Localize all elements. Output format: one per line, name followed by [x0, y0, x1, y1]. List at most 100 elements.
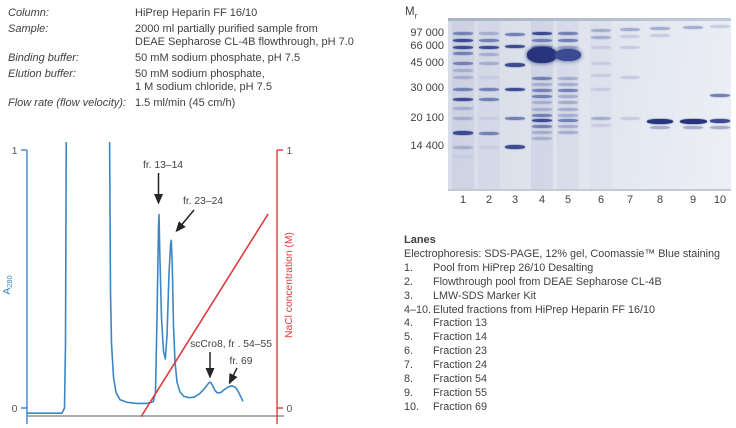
legend-item-number: 5. — [404, 331, 414, 344]
gel-band — [453, 68, 473, 72]
gel-band — [620, 116, 640, 120]
lane-number: 6 — [597, 194, 605, 206]
marker-weight-label: 30 000 — [410, 82, 444, 94]
gel-band — [650, 33, 670, 37]
gel-band — [532, 76, 552, 80]
condition-value: 2000 ml partially purified sample from DE… — [135, 23, 380, 49]
gel-band — [558, 100, 578, 104]
gel-band — [620, 75, 640, 79]
gel-band — [710, 24, 730, 28]
gel-band — [532, 107, 552, 111]
gel-band — [479, 45, 499, 49]
gel-band — [532, 38, 552, 42]
gel-band — [479, 52, 499, 56]
legend-item-text: Fraction 69 — [433, 400, 488, 413]
lane-number: 8 — [656, 194, 664, 206]
gel-band — [558, 113, 578, 117]
left-tick-label: 1 — [12, 145, 18, 157]
legend-item-text: Fraction 13 — [433, 317, 488, 330]
legend-item: 9. Fraction 55 — [404, 387, 736, 401]
condition-row: Column: HiPrep Heparin FF 16/10 — [8, 7, 380, 20]
chromatogram: 1 0 1 0 A280 NaCl concentration (M) fr. 13–14 f… — [2, 142, 295, 424]
gel-band — [620, 27, 640, 31]
condition-row: Elution buffer: 50 mM sodium phosphate, 1 … — [8, 68, 380, 94]
gel-band — [710, 125, 730, 129]
peak-annotation-label: fr. 69 — [230, 356, 253, 367]
gel-band — [532, 88, 552, 92]
gel-band — [453, 87, 473, 91]
legend-item: 4–10. Eluted fractions from HiPrep Hepari… — [404, 304, 736, 318]
gel-lane-smear — [557, 21, 579, 189]
gel-band — [647, 118, 673, 124]
left-axis-title: A280 — [2, 275, 14, 294]
legend-item-number: 8. — [404, 373, 414, 386]
legend-item: 1. Pool from HiPrep 26/10 Desalting — [404, 262, 736, 276]
gel-band — [555, 49, 581, 61]
legend-item-text: LMW-SDS Marker Kit — [433, 289, 536, 302]
condition-label: Column: — [8, 7, 49, 19]
gel-band — [591, 28, 611, 32]
gel-band — [453, 97, 473, 101]
gel-band — [683, 25, 703, 29]
right-axis-title: NaCl concentration (M) — [284, 232, 295, 338]
gel-band — [479, 31, 499, 35]
condition-row: Binding buffer: 50 mM sodium phosphate, p… — [8, 52, 380, 65]
gel-band — [532, 113, 552, 117]
legend-item: 6. Fraction 23 — [404, 345, 736, 359]
legend-item-number: 4–10. — [404, 303, 432, 316]
legend-subtitle: Electrophoresis: SDS-PAGE, 12% gel, Coom… — [404, 247, 721, 260]
legend-item: 5. Fraction 14 — [404, 331, 736, 345]
condition-value: 50 mM sodium phosphate, 1 M sodium chlori… — [135, 68, 380, 94]
gel-band — [558, 38, 578, 42]
gel-lane-smear — [531, 21, 553, 189]
gel-band — [532, 100, 552, 104]
gel-band — [679, 118, 707, 124]
molecular-weight-label: Mr — [405, 6, 418, 21]
peak-annotation-arrow — [175, 209, 195, 233]
lane-number: 5 — [564, 194, 572, 206]
gel-band — [532, 124, 552, 128]
legend-item-number: 10. — [404, 400, 420, 413]
gel-lane-numbers: 1 2 3 4 5 6 7 8 9 10 — [448, 194, 731, 208]
gel-band — [558, 124, 578, 128]
gel-band — [591, 61, 611, 65]
gel-band — [453, 75, 473, 79]
gel-band — [479, 131, 499, 135]
gel-band — [558, 94, 578, 98]
legend-item: 2. Flowthrough pool from DEAE Sepharose C… — [404, 276, 736, 290]
legend-item-number: 9. — [404, 386, 414, 399]
gel-band — [479, 97, 499, 101]
gel-band — [591, 87, 611, 91]
gel-band — [453, 145, 473, 149]
gel-band — [505, 145, 525, 149]
gel-band — [532, 136, 552, 140]
gel-band — [453, 61, 473, 65]
gel-band — [479, 145, 499, 149]
gel-band — [532, 82, 552, 86]
lane-number: 3 — [511, 194, 519, 206]
legend-item-number: 4. — [404, 317, 414, 330]
a280-uv-trace-curve — [26, 142, 244, 415]
condition-value-line: 50 mM sodium phosphate, pH 7.5 — [135, 51, 301, 64]
gel-band — [505, 44, 525, 48]
gel-band — [620, 45, 640, 49]
nacl-gradient-curve — [140, 213, 269, 417]
legend-item-text: Pool from HiPrep 26/10 Desalting — [433, 261, 594, 274]
legend-item-text: Fraction 55 — [433, 386, 488, 399]
condition-row: Flow rate (flow velocity): 1.5 ml/min (45… — [8, 97, 380, 110]
gel-band — [527, 47, 557, 63]
condition-label: Binding buffer: — [8, 51, 79, 64]
condition-value-line: 1.5 ml/min (45 cm/h) — [135, 96, 236, 109]
condition-value-line: 50 mM sodium phosphate, — [135, 67, 265, 80]
legend-item-number: 6. — [404, 345, 414, 358]
gel-band — [479, 116, 499, 120]
lane-number: 1 — [459, 194, 467, 206]
gel-band — [591, 45, 611, 49]
right-tick-label: 0 — [287, 403, 293, 415]
left-tick-label: 0 — [12, 403, 18, 415]
gel-band — [558, 82, 578, 86]
gel-band — [710, 93, 730, 97]
lane-number: 4 — [538, 194, 546, 206]
legend-item-text: Fraction 23 — [433, 345, 488, 358]
legend-item-number: 1. — [404, 261, 414, 274]
